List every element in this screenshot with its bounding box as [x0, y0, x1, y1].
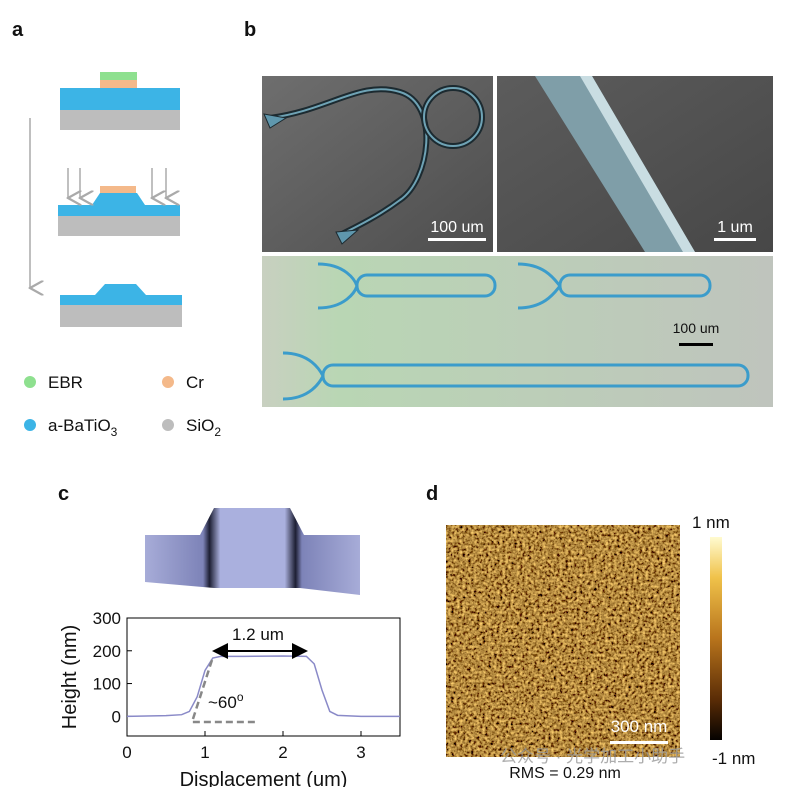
- scale-bar-label: 300 nm: [611, 717, 668, 736]
- scale-bar-label: 100 um: [430, 219, 483, 236]
- annotation-superscript: o: [237, 690, 244, 704]
- legend-label: SiO2: [186, 416, 221, 439]
- legend-swatch: [162, 419, 174, 431]
- colorbar-label: 1 nm: [692, 513, 730, 532]
- colorbar-label: -1 nm: [712, 749, 755, 768]
- profile-plot: 0 1 2 3 0 100 200 300 Displacement (um) Height (n…: [59, 609, 401, 787]
- y-tick-label: 300: [93, 609, 121, 628]
- legend-label: EBR: [48, 373, 83, 392]
- scale-bar-label: 100 um: [673, 320, 720, 336]
- legend-swatch: [24, 419, 36, 431]
- afm-image: [446, 525, 680, 757]
- sem-images: [262, 76, 773, 407]
- panel-label: b: [244, 19, 256, 41]
- panel-label: d: [426, 483, 438, 505]
- x-axis-label: Displacement (um): [180, 769, 348, 787]
- angle-guide: [190, 659, 258, 724]
- x-tick-label: 2: [278, 743, 287, 762]
- legend-subscript: 3: [111, 425, 118, 439]
- panel-label: a: [12, 19, 24, 41]
- caption: RMS = 0.29 nm: [509, 765, 621, 782]
- panel-label: c: [58, 483, 69, 505]
- legend-text: a-BaTiO: [48, 416, 111, 435]
- profile-line: [126, 655, 400, 718]
- legend-text: SiO: [186, 416, 214, 435]
- legend-swatch: [162, 376, 174, 388]
- legend-subscript: 2: [214, 425, 221, 439]
- scale-bar: [610, 741, 668, 744]
- y-tick-label: 100: [93, 675, 121, 694]
- x-tick-label: 1: [200, 743, 209, 762]
- legend-label: a-BaTiO3: [48, 416, 118, 439]
- legend-text: EBR: [48, 373, 83, 392]
- x-tick-label: 0: [122, 743, 131, 762]
- y-axis-label: Height (nm): [59, 625, 81, 729]
- annotation-text: ~60: [208, 693, 237, 712]
- colorbar: [710, 537, 722, 740]
- process-diagram: [30, 72, 182, 327]
- 3d-profile-render: [145, 508, 360, 595]
- scale-bar-label: 1 um: [717, 219, 753, 236]
- annotation: ~60o: [208, 690, 244, 712]
- legend-text: Cr: [186, 373, 204, 392]
- annotation: 1.2 um: [232, 625, 284, 644]
- plot-frame: [126, 617, 401, 737]
- watermark: 公众号 · 光学加工小助手: [500, 747, 685, 766]
- y-tick-label: 0: [112, 707, 121, 726]
- x-tick-label: 3: [356, 743, 365, 762]
- legend-label: Cr: [186, 373, 204, 392]
- y-tick-label: 200: [93, 642, 121, 661]
- legend: EBR Cr a-BaTiO3 SiO2: [24, 373, 221, 439]
- legend-swatch: [24, 376, 36, 388]
